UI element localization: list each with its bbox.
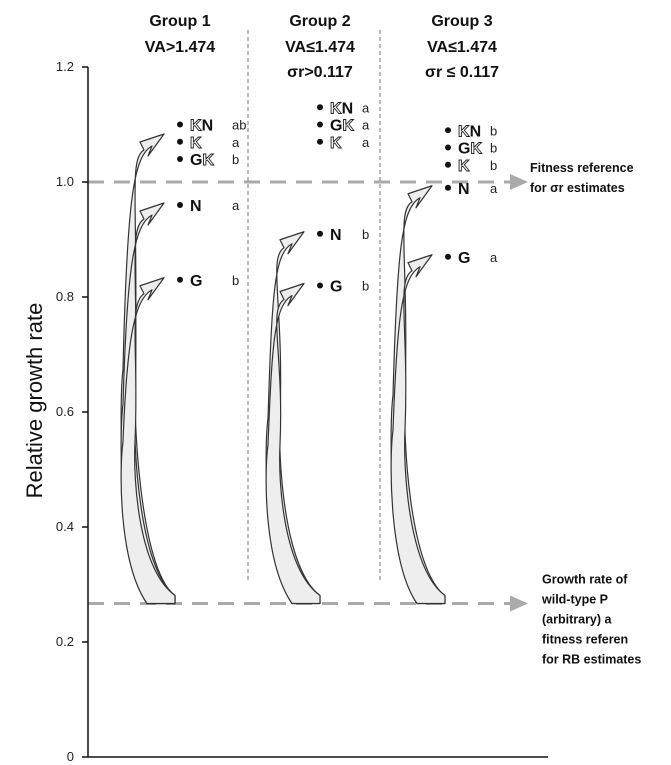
significance-letter: b [490, 158, 497, 173]
significance-letter: a [362, 100, 370, 115]
significance-letter: a [362, 135, 370, 150]
data-point [445, 184, 451, 191]
point-genotype-label: G [190, 273, 202, 290]
y-tick-label: 0.4 [56, 519, 74, 534]
data-point [317, 138, 323, 145]
point-genotype-label: G [330, 279, 342, 296]
significance-letter: b [490, 141, 497, 156]
significance-letter: b [232, 152, 239, 167]
point-genotype-label: KN [458, 123, 481, 140]
group-subtitle-line: VA≤1.474 [285, 39, 355, 56]
data-point [177, 138, 183, 145]
data-point [177, 202, 183, 208]
point-genotype-label: GK [330, 118, 354, 135]
group-title: Group 1 [149, 13, 210, 30]
point-genotype-label: K [190, 135, 202, 152]
y-tick-label: 1.0 [56, 174, 74, 189]
reference-notes-layer: Fitness reference for σr estimates Growth … [530, 161, 641, 666]
point-genotype-label: KN [330, 100, 353, 117]
significance-letter: b [362, 279, 369, 294]
reference-arrowhead [510, 174, 528, 190]
significance-letter: a [232, 198, 240, 213]
significance-letter: a [232, 135, 240, 150]
significance-letter: b [490, 123, 497, 138]
group-subtitle-line: VA>1.474 [145, 39, 216, 56]
point-genotype-label: N [190, 198, 202, 215]
y-ticks-layer: 0 0.2 0.4 0.6 0.8 1.0 1.2 [56, 59, 88, 764]
reference-lines-layer [88, 174, 528, 612]
data-point [445, 161, 451, 168]
y-axis [87, 67, 548, 758]
y-axis-label: Relative growth rate [22, 303, 47, 499]
y-tick-label: 0.2 [56, 634, 74, 649]
points-layer: KN ab K a GK b N a G b KN a GK a K a N b G b KN b GK b K b N a G a [177, 100, 498, 296]
point-genotype-label: G [458, 250, 470, 267]
significance-letter: b [362, 227, 369, 242]
reference-note-line: for RB estimates [542, 652, 641, 666]
data-point [177, 276, 183, 283]
reference-note-line: wild-type P [541, 592, 608, 606]
group-title: Group 2 [289, 13, 350, 30]
significance-letter: ab [232, 118, 246, 133]
group-headers-layer: Group 1 VA>1.474 Group 2 VA≤1.474 σr>0.117 Gr… [145, 13, 499, 81]
data-point [177, 121, 183, 128]
growth-arrow [390, 254, 446, 605]
significance-letter: a [490, 181, 498, 196]
data-point [445, 127, 451, 134]
reference-note-line: Fitness reference [530, 161, 634, 175]
significance-letter: a [362, 118, 370, 133]
point-genotype-label: GK [190, 152, 214, 169]
data-point [317, 282, 323, 289]
reference-note-line: for σr estimates [530, 181, 625, 195]
reference-note-line: Growth rate of [542, 572, 628, 586]
significance-letter: a [490, 250, 498, 265]
reference-note-line: (arbitrary) a [542, 612, 613, 626]
point-genotype-label: K [330, 135, 342, 152]
data-point [177, 156, 183, 162]
point-genotype-label: KN [190, 118, 213, 135]
group-subtitle-line: σr>0.117 [287, 64, 353, 81]
y-tick-label: 1.2 [56, 59, 74, 74]
data-point [317, 104, 323, 111]
growth-arrow [265, 282, 321, 605]
group-subtitle-line: σr ≤ 0.117 [425, 64, 499, 81]
reference-note-line: fitness referen [542, 632, 628, 646]
point-genotype-label: N [458, 181, 470, 198]
point-genotype-label: GK [458, 141, 482, 158]
data-point [317, 121, 323, 128]
group-separators-layer [247, 30, 381, 580]
data-point [317, 230, 323, 237]
significance-letter: b [232, 273, 239, 288]
group-subtitle-line: VA≤1.474 [427, 39, 497, 56]
y-tick-label: 0.8 [56, 289, 74, 304]
reference-arrowhead [510, 595, 528, 612]
data-point [445, 253, 451, 260]
group-title: Group 3 [431, 13, 492, 30]
point-genotype-label: N [330, 227, 342, 244]
arrows-layer [120, 133, 446, 605]
y-tick-label: 0 [67, 749, 74, 764]
growth-arrow [120, 277, 176, 605]
data-point [445, 144, 451, 151]
point-genotype-label: K [458, 158, 470, 175]
y-tick-label: 0.6 [56, 404, 74, 419]
